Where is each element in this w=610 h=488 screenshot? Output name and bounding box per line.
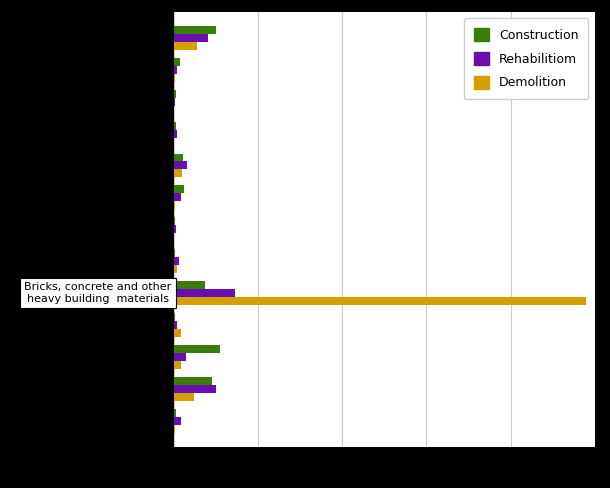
Bar <box>174 90 176 98</box>
Bar <box>174 185 184 193</box>
Bar <box>174 289 235 297</box>
Bar <box>174 26 216 34</box>
Bar <box>174 249 175 257</box>
Bar <box>174 154 183 162</box>
Bar <box>174 409 176 417</box>
Bar <box>174 129 177 138</box>
Bar <box>174 385 216 393</box>
Bar <box>174 265 178 273</box>
Bar <box>174 217 175 225</box>
Bar <box>174 34 207 42</box>
Bar <box>174 321 177 329</box>
Bar <box>174 313 175 321</box>
Bar <box>174 377 212 385</box>
Bar <box>174 98 175 105</box>
Bar <box>174 42 197 50</box>
Bar <box>174 225 176 233</box>
Bar <box>174 193 181 202</box>
Bar <box>174 345 220 353</box>
Bar <box>174 162 187 169</box>
Bar <box>174 169 182 178</box>
Bar <box>174 66 178 74</box>
Bar <box>174 361 181 369</box>
Bar <box>174 393 194 401</box>
Bar <box>174 297 586 305</box>
Bar <box>174 329 181 337</box>
Bar <box>174 281 206 289</box>
Legend: Construction, Rehabilitiom, Demolition: Construction, Rehabilitiom, Demolition <box>464 19 589 100</box>
Bar <box>174 122 176 129</box>
Text: Bricks, concrete and other
heavy building  materials: Bricks, concrete and other heavy buildin… <box>24 283 171 304</box>
Bar <box>174 417 181 425</box>
Bar <box>174 353 187 361</box>
Bar <box>174 257 179 265</box>
Bar <box>174 58 180 66</box>
